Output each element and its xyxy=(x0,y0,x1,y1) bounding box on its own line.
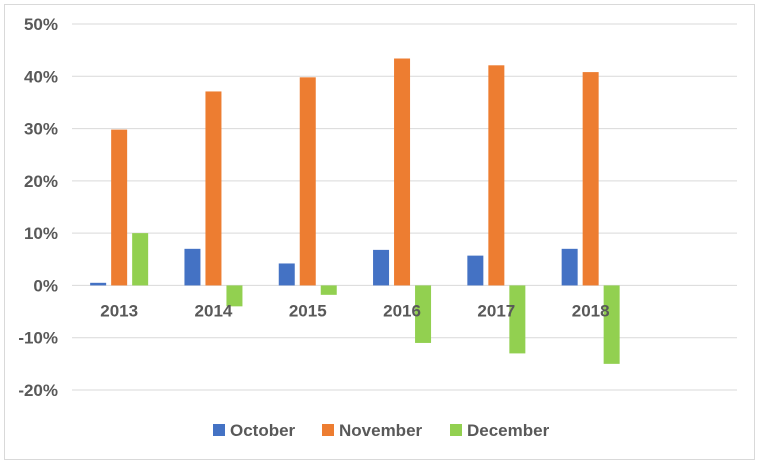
bar-october-2016 xyxy=(373,249,390,286)
chart-frame xyxy=(4,4,755,460)
x-tick-label: 2016 xyxy=(383,301,421,320)
bar-october-2013 xyxy=(90,282,107,286)
y-tick-label: 30% xyxy=(24,120,58,139)
y-tick-label: -10% xyxy=(18,329,58,348)
bar-december-2014 xyxy=(226,285,243,307)
legend-swatch-october xyxy=(213,424,225,436)
y-tick-label: 40% xyxy=(24,67,58,86)
legend-swatch-december xyxy=(450,424,462,436)
y-tick-label: 20% xyxy=(24,172,58,191)
legend-label-november: November xyxy=(339,421,423,440)
bar-december-2015 xyxy=(320,285,337,295)
legend-swatch-november xyxy=(322,424,334,436)
bar-october-2017 xyxy=(467,255,484,286)
x-axis: 2013 2014 2015 2016 2017 2018 xyxy=(100,301,609,320)
bar-december-2016 xyxy=(415,285,432,343)
bar-november-2015 xyxy=(299,77,316,286)
x-tick-label: 2017 xyxy=(477,301,515,320)
y-tick-label: -20% xyxy=(18,381,58,400)
x-tick-label: 2014 xyxy=(195,301,233,320)
legend-label-december: December xyxy=(467,421,550,440)
y-tick-label: 10% xyxy=(24,224,58,243)
bar-october-2018 xyxy=(561,248,578,286)
x-tick-label: 2018 xyxy=(572,301,610,320)
y-tick-label: 0% xyxy=(33,276,58,295)
bar-october-2015 xyxy=(278,263,295,286)
bar-october-2014 xyxy=(184,248,201,286)
y-tick-label: 50% xyxy=(24,15,58,34)
bar-december-2017 xyxy=(509,285,526,354)
x-tick-label: 2015 xyxy=(289,301,327,320)
bar-november-2016 xyxy=(394,58,411,286)
bars xyxy=(90,58,620,364)
x-tick-label: 2013 xyxy=(100,301,138,320)
y-axis: 50% 40% 30% 20% 10% 0% -10% -20% xyxy=(18,15,58,400)
bar-december-2018 xyxy=(603,285,620,364)
legend: October November December xyxy=(213,421,550,440)
bar-november-2014 xyxy=(205,91,222,286)
bar-november-2018 xyxy=(582,72,599,286)
legend-label-october: October xyxy=(230,421,296,440)
bar-december-2013 xyxy=(132,233,149,286)
bar-november-2013 xyxy=(111,129,128,286)
bar-november-2017 xyxy=(488,65,505,286)
